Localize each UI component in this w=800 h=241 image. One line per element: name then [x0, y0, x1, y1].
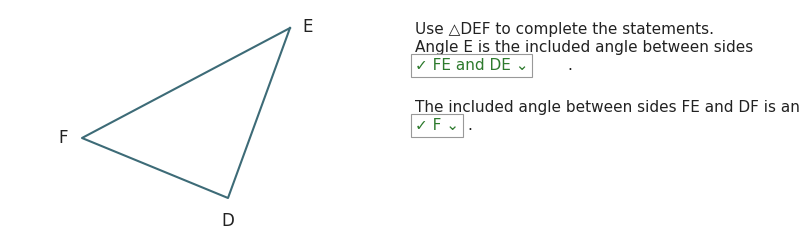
Text: .: .: [567, 58, 572, 73]
Text: ✓ F ⌄: ✓ F ⌄: [415, 118, 459, 133]
Text: Use △DEF to complete the statements.: Use △DEF to complete the statements.: [415, 22, 714, 37]
Text: ✓ FE and DE ⌄: ✓ FE and DE ⌄: [415, 58, 529, 73]
Text: D: D: [222, 212, 234, 230]
Text: E: E: [302, 18, 312, 36]
Text: The included angle between sides FE and DF is angle: The included angle between sides FE and …: [415, 100, 800, 115]
Text: F: F: [58, 129, 68, 147]
Text: Angle E is the included angle between sides: Angle E is the included angle between si…: [415, 40, 754, 55]
Text: .: .: [467, 118, 472, 133]
